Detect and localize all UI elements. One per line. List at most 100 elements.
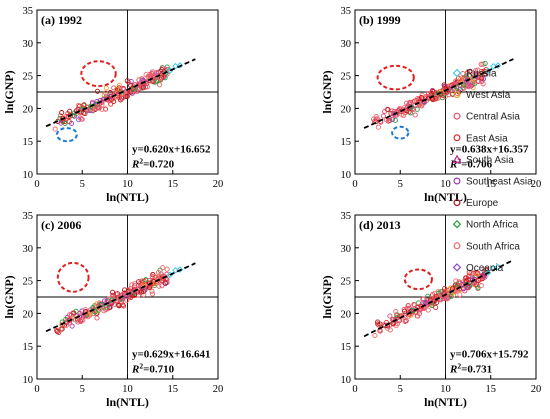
data-point [108,97,115,103]
data-point [382,108,388,114]
legend-item: South Asia [452,154,514,166]
data-point [444,296,450,302]
data-point [62,120,68,126]
data-point [135,279,142,285]
data-point [101,92,107,98]
y-tick-label: 20 [23,104,34,115]
panel-3: 10 15 20 25 30 35 0 5 10 15 20 ln(NTL) ln(GNP) (c) 20… [2,211,223,409]
legend-item: Southeast Asia [453,177,533,188]
legend-item: West Asia [453,90,511,101]
data-point [465,277,472,283]
regression-equation: y=0.629x+16.641 [132,348,211,360]
panel-1: 10 15 20 25 30 35 0 5 10 15 20 ln(NTL) ln(GNP) (a) 19… [2,6,223,204]
y-tick-label: 35 [341,211,352,222]
data-point [63,316,69,323]
panel-title: (d) 2013 [359,218,401,232]
data-point [117,86,123,92]
legend-label: East Asia [466,133,508,144]
data-point [129,282,135,288]
data-point [94,315,100,321]
x-axis-title: ln(NTL) [424,395,467,409]
data-point [159,283,165,289]
data-point [59,326,65,332]
legend-item: Central Asia [453,112,520,123]
legend-label: Central Asia [466,112,520,123]
y-tick-label: 15 [341,342,352,353]
data-point [456,279,462,285]
legend-label: Southeast Asia [466,177,533,188]
x-axis-title: ln(NTL) [106,190,149,204]
highlight-ellipse [55,127,78,143]
x-tick-label: 0 [34,179,39,190]
data-point [372,332,378,339]
data-point [375,321,381,327]
data-point [149,291,156,297]
data-point [465,83,471,89]
legend-item: Europe [453,198,499,209]
legend-item: North Africa [452,220,519,231]
data-point [103,304,109,310]
panels: 10 15 20 25 30 35 0 5 10 15 20 ln(NTL) ln(GNP) (a) 19… [2,6,541,409]
data-point [131,289,137,295]
legend-label: West Asia [466,90,511,101]
data-point [375,124,381,130]
legend-item: Russia [452,68,497,80]
legend-item: South Africa [453,241,520,252]
data-point [153,274,160,281]
data-point [88,103,94,109]
y-tick-label: 25 [23,277,34,288]
y-axis-title: ln(GNP) [320,70,334,113]
legend-marker [452,154,462,163]
panel-title: (c) 2006 [41,218,81,232]
data-point [475,79,481,85]
data-point [464,78,470,84]
y-axis-title: ln(GNP) [320,275,334,318]
data-point [371,116,377,122]
data-point [454,79,460,85]
legend-marker [453,134,461,142]
data-point [455,286,461,292]
data-point [124,78,130,84]
y-tick-label: 30 [341,39,352,50]
x-axis-title: ln(NTL) [106,395,149,409]
highlight-ellipse [80,60,117,88]
regression-equation: y=0.706x+15.792 [450,348,529,360]
data-point [140,85,146,91]
data-point [160,265,166,271]
y-tick-label: 35 [23,211,34,222]
data-point [464,284,470,290]
regression-line [363,58,514,129]
data-point [94,88,101,94]
russia-point [484,269,492,277]
regression-equation: y=0.620x+16.652 [132,143,211,155]
data-point [164,266,170,272]
y-tick-label: 20 [341,104,352,115]
r-squared: R2=0.710 [131,361,175,375]
data-point [102,106,109,112]
data-point [103,85,109,91]
data-point [425,307,431,313]
y-tick-label: 30 [23,244,34,255]
data-point [426,91,432,97]
data-point [67,108,73,114]
highlight-ellipse [403,268,433,291]
data-point [143,84,149,90]
data-point [122,287,128,293]
y-tick-label: 15 [23,137,34,148]
data-point [442,285,448,292]
data-point [419,92,425,98]
data-point [121,303,127,309]
panel-4: 10 15 20 25 30 35 0 5 10 15 20 ln(NTL) ln(GNP) (d) 20… [320,211,541,409]
data-point [139,289,145,295]
legend-marker [452,68,462,78]
highlight-ellipse [56,261,90,293]
data-point [151,72,157,78]
data-point [446,92,452,98]
y-axis-title: ln(GNP) [2,70,16,113]
data-point [59,110,65,116]
data-point [124,93,130,100]
y-tick-label: 25 [23,72,34,83]
data-point [78,318,84,325]
x-tick-label: 0 [352,179,357,190]
data-point [468,271,474,277]
